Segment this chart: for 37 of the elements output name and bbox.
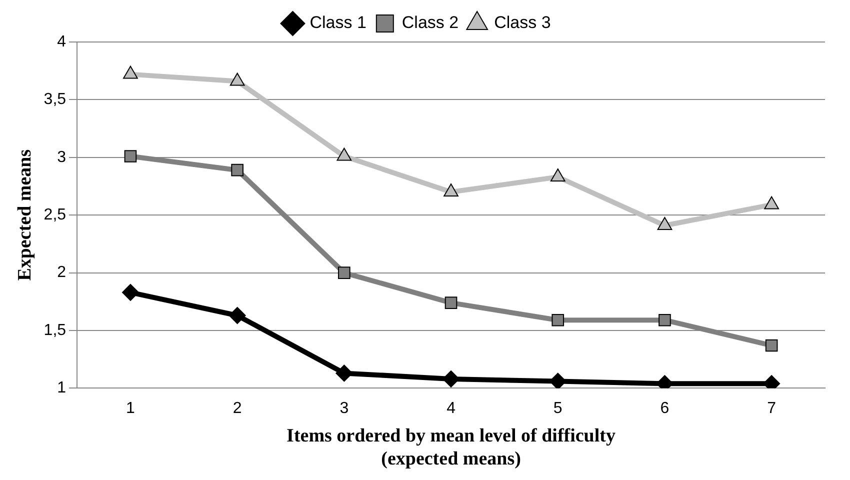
x-tick-label: 7 bbox=[767, 400, 776, 418]
point bbox=[338, 266, 350, 279]
legend-label: Class 1 bbox=[310, 13, 366, 32]
point bbox=[658, 314, 671, 326]
y-tick-label: 4 bbox=[57, 33, 66, 50]
x-axis-title: Items ordered by mean level of difficulty (expected means) bbox=[286, 426, 616, 470]
y-tick-label: 3,5 bbox=[44, 91, 66, 108]
point bbox=[231, 164, 244, 176]
y-tick-label: 2,5 bbox=[44, 206, 66, 224]
x-tick-label: 1 bbox=[126, 400, 136, 418]
point bbox=[444, 296, 458, 309]
point bbox=[124, 150, 137, 162]
y-tick-label: 1,5 bbox=[44, 322, 66, 339]
point bbox=[550, 168, 566, 182]
y-tick-label: 2 bbox=[57, 264, 66, 282]
x-tick-label: 6 bbox=[660, 400, 670, 418]
legend-label: Class 3 bbox=[494, 13, 551, 32]
point bbox=[228, 307, 246, 324]
legend-label: Class 2 bbox=[402, 13, 459, 32]
point bbox=[764, 196, 780, 210]
point bbox=[657, 216, 672, 230]
x-tick-label: 3 bbox=[340, 400, 349, 418]
point bbox=[336, 364, 353, 382]
x-tick-label: 5 bbox=[553, 400, 562, 418]
point bbox=[765, 339, 778, 352]
point bbox=[442, 370, 460, 388]
point bbox=[552, 314, 564, 326]
point bbox=[123, 66, 138, 79]
point bbox=[444, 184, 458, 197]
y-tick-label: 1 bbox=[57, 380, 66, 397]
y-tick-label: 3 bbox=[57, 148, 66, 166]
point bbox=[230, 72, 245, 86]
x-tick-label: 4 bbox=[446, 400, 456, 418]
point bbox=[336, 148, 352, 161]
point bbox=[122, 284, 139, 301]
x-tick-label: 2 bbox=[232, 400, 242, 418]
y-axis-title: Expected means bbox=[14, 149, 36, 281]
